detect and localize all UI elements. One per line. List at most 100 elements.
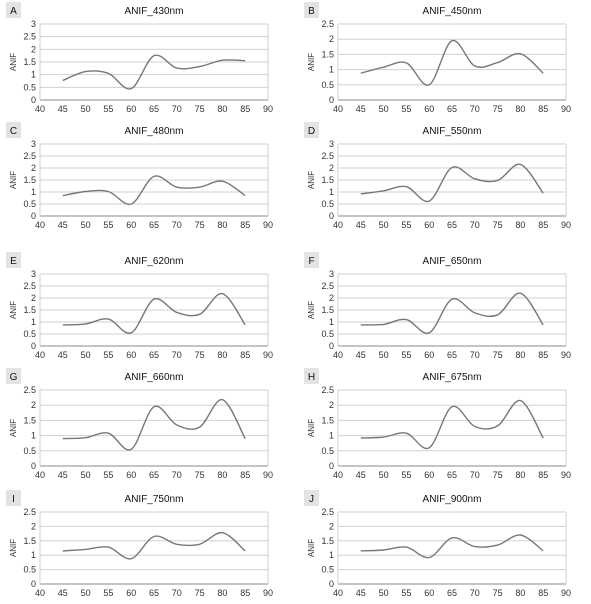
panel-letter-box xyxy=(304,490,319,506)
data-point xyxy=(382,190,384,192)
x-tick-label: 60 xyxy=(424,588,434,598)
x-tick-label: 70 xyxy=(172,470,182,480)
data-point xyxy=(62,324,64,326)
x-tick-label: 45 xyxy=(356,104,366,114)
y-tick-label: 0.5 xyxy=(23,565,36,575)
y-tick-label: 0 xyxy=(31,211,36,221)
x-tick-label: 85 xyxy=(538,104,548,114)
x-tick-label: 40 xyxy=(333,470,343,480)
chart-title: ANIF_450nm xyxy=(423,6,482,17)
y-tick-label: 0.5 xyxy=(23,329,36,339)
data-point xyxy=(130,332,132,334)
x-tick-label: 60 xyxy=(424,350,434,360)
data-point xyxy=(405,546,407,548)
x-tick-label: 50 xyxy=(379,470,389,480)
data-point xyxy=(130,558,132,560)
x-tick-label: 40 xyxy=(333,104,343,114)
data-point xyxy=(198,313,200,315)
y-tick-label: 0.5 xyxy=(23,446,36,456)
data-point xyxy=(130,203,132,205)
data-point xyxy=(153,298,155,300)
x-tick-label: 55 xyxy=(401,588,411,598)
y-tick-label: 0.5 xyxy=(321,199,334,209)
chart-title: ANIF_750nm xyxy=(125,494,184,505)
x-tick-label: 85 xyxy=(538,350,548,360)
series-line xyxy=(62,175,246,205)
data-point xyxy=(176,311,178,313)
x-tick-label: 75 xyxy=(493,588,503,598)
x-tick-label: 75 xyxy=(195,104,205,114)
x-tick-label: 70 xyxy=(470,470,480,480)
series-line xyxy=(360,292,544,334)
data-point xyxy=(153,55,155,57)
y-tick-label: 2 xyxy=(329,163,334,173)
y-tick-label: 2.5 xyxy=(23,281,36,291)
panel-letter-box xyxy=(304,368,319,384)
panel-letter: A xyxy=(10,6,17,17)
y-tick-label: 0 xyxy=(31,579,36,589)
y-tick-label: 1 xyxy=(329,187,334,197)
y-tick-label: 2.5 xyxy=(321,19,334,29)
data-point xyxy=(244,194,246,196)
data-point xyxy=(360,72,362,74)
x-tick-label: 80 xyxy=(515,350,525,360)
x-tick-label: 75 xyxy=(195,588,205,598)
y-tick-label: 2.5 xyxy=(23,507,36,517)
data-point xyxy=(176,424,178,426)
x-tick-label: 45 xyxy=(356,350,366,360)
y-tick-label: 1.5 xyxy=(23,415,36,425)
y-tick-label: 2 xyxy=(329,400,334,410)
data-point xyxy=(382,66,384,68)
panel-letter: B xyxy=(308,6,315,17)
data-point xyxy=(542,324,544,326)
x-tick-label: 40 xyxy=(35,470,45,480)
y-tick-label: 3 xyxy=(329,269,334,279)
panel-letter: I xyxy=(12,494,15,505)
data-point xyxy=(519,53,521,55)
x-tick-label: 75 xyxy=(493,350,503,360)
x-tick-label: 85 xyxy=(538,470,548,480)
series-line xyxy=(62,54,246,90)
y-tick-label: 1.5 xyxy=(321,49,334,59)
data-point xyxy=(62,550,64,552)
y-tick-label: 1 xyxy=(329,317,334,327)
data-point xyxy=(153,175,155,177)
y-tick-label: 3 xyxy=(329,139,334,149)
data-point xyxy=(360,550,362,552)
chart-title: ANIF_660nm xyxy=(125,372,184,383)
data-point xyxy=(221,59,223,61)
x-tick-label: 70 xyxy=(470,104,480,114)
data-point xyxy=(496,61,498,63)
data-point xyxy=(428,556,430,558)
series-line xyxy=(360,39,544,86)
y-axis-label: ANIF xyxy=(9,171,18,189)
data-point xyxy=(62,437,64,439)
y-tick-label: 1 xyxy=(31,431,36,441)
x-tick-label: 65 xyxy=(447,350,457,360)
y-tick-label: 1 xyxy=(31,187,36,197)
y-axis-label: ANIF xyxy=(307,53,316,71)
data-point xyxy=(474,545,476,547)
x-tick-label: 60 xyxy=(126,220,136,230)
x-tick-label: 70 xyxy=(172,350,182,360)
chart-panel-d: D ANIF_550nm 0 0.5 1 1.5 2 2.5 3 40 45 50 55 60 65 70 75… xyxy=(304,122,571,230)
x-tick-label: 55 xyxy=(103,350,113,360)
x-tick-label: 90 xyxy=(263,588,273,598)
x-tick-label: 75 xyxy=(493,470,503,480)
y-tick-label: 2 xyxy=(329,34,334,44)
data-point xyxy=(451,537,453,539)
y-axis-label: ANIF xyxy=(307,171,316,189)
y-tick-label: 1.5 xyxy=(321,305,334,315)
series-line xyxy=(360,163,544,203)
data-point xyxy=(221,293,223,295)
x-tick-label: 40 xyxy=(333,350,343,360)
y-tick-label: 1.5 xyxy=(23,536,36,546)
x-tick-label: 85 xyxy=(538,220,548,230)
x-tick-label: 85 xyxy=(240,104,250,114)
x-tick-label: 75 xyxy=(493,220,503,230)
series-line xyxy=(360,534,544,559)
data-point xyxy=(84,437,86,439)
x-tick-label: 60 xyxy=(126,470,136,480)
x-tick-label: 60 xyxy=(424,470,434,480)
